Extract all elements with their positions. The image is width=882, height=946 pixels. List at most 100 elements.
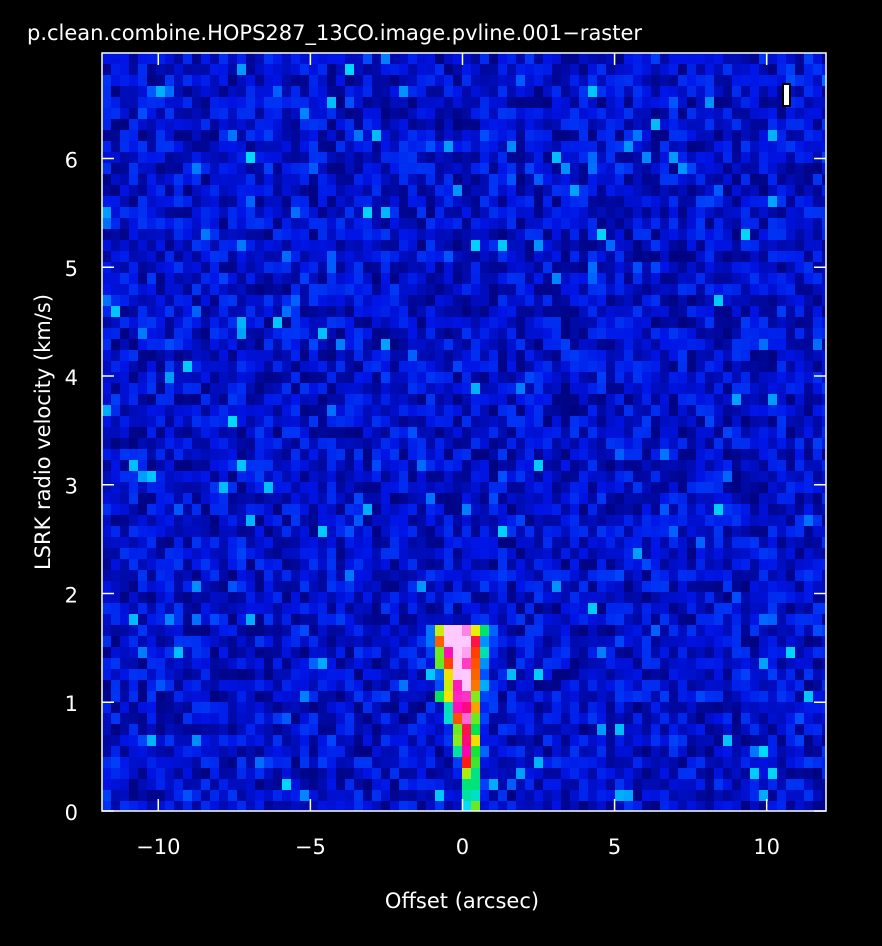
raster-cell [813, 196, 822, 207]
raster-cell [597, 97, 606, 108]
raster-cell [264, 207, 273, 218]
raster-cell [804, 394, 813, 405]
raster-cell [660, 240, 669, 251]
raster-cell [417, 614, 426, 625]
raster-cell [417, 75, 426, 86]
raster-cell [336, 240, 345, 251]
raster-cell [660, 647, 669, 658]
raster-cell [300, 702, 309, 713]
raster-cell [336, 680, 345, 691]
raster-cell [588, 273, 597, 284]
raster-cell [651, 702, 660, 713]
raster-cell [372, 515, 381, 526]
raster-cell [678, 317, 687, 328]
raster-cell [390, 163, 399, 174]
raster-cell [255, 86, 264, 97]
raster-cell [273, 537, 282, 548]
raster-cell [192, 86, 201, 97]
raster-cell [525, 317, 534, 328]
raster-cell [705, 394, 714, 405]
raster-cell [795, 229, 804, 240]
raster-cell [606, 691, 615, 702]
raster-cell [417, 515, 426, 526]
raster-cell [678, 97, 687, 108]
raster-cell [390, 97, 399, 108]
raster-cell [237, 240, 246, 251]
raster-cell [417, 361, 426, 372]
raster-cell [705, 152, 714, 163]
raster-cell [660, 262, 669, 273]
raster-cell [183, 218, 192, 229]
raster-cell [750, 636, 759, 647]
raster-cell [120, 647, 129, 658]
raster-cell [435, 603, 444, 614]
raster-cell [588, 702, 597, 713]
raster-cell [408, 537, 417, 548]
raster-cell [354, 405, 363, 416]
raster-cell [471, 724, 480, 735]
raster-cell [408, 581, 417, 592]
raster-cell [534, 372, 543, 383]
raster-cell [624, 295, 633, 306]
raster-cell [696, 53, 705, 64]
raster-cell [687, 262, 696, 273]
raster-cell [444, 97, 453, 108]
raster-cell [264, 317, 273, 328]
raster-cell [543, 592, 552, 603]
raster-cell [129, 625, 138, 636]
raster-cell [795, 625, 804, 636]
raster-cell [156, 658, 165, 669]
raster-cell [255, 427, 264, 438]
raster-cell [723, 339, 732, 350]
raster-cell [444, 548, 453, 559]
raster-cell [741, 570, 750, 581]
raster-cell [588, 559, 597, 570]
raster-cell [462, 383, 471, 394]
raster-cell [660, 702, 669, 713]
raster-cell [210, 581, 219, 592]
raster-cell [660, 548, 669, 559]
raster-cell [714, 207, 723, 218]
raster-cell [336, 185, 345, 196]
raster-cell [444, 361, 453, 372]
raster-cell [138, 647, 147, 658]
raster-cell [354, 394, 363, 405]
raster-cell [381, 174, 390, 185]
raster-cell [642, 372, 651, 383]
raster-cell [291, 229, 300, 240]
raster-cell [462, 471, 471, 482]
raster-cell [561, 416, 570, 427]
raster-cell [561, 680, 570, 691]
raster-cell [435, 515, 444, 526]
raster-cell [219, 405, 228, 416]
raster-cell [138, 581, 147, 592]
raster-cell [525, 64, 534, 75]
raster-cell [453, 581, 462, 592]
raster-cell [804, 185, 813, 196]
raster-cell [705, 592, 714, 603]
raster-cell [507, 306, 516, 317]
raster-cell [795, 493, 804, 504]
raster-cell [264, 537, 273, 548]
raster-cell [705, 691, 714, 702]
raster-cell [372, 97, 381, 108]
raster-cell [381, 372, 390, 383]
raster-cell [732, 262, 741, 273]
raster-cell [597, 383, 606, 394]
raster-cell [687, 559, 696, 570]
raster-cell [786, 515, 795, 526]
raster-cell [129, 207, 138, 218]
raster-cell [444, 383, 453, 394]
raster-cell [372, 691, 381, 702]
raster-cell [399, 372, 408, 383]
raster-cell [426, 603, 435, 614]
raster-cell [786, 75, 795, 86]
raster-cell [138, 262, 147, 273]
raster-cell [417, 383, 426, 394]
raster-cell [129, 86, 138, 97]
raster-cell [300, 537, 309, 548]
raster-cell [642, 86, 651, 97]
raster-cell [165, 174, 174, 185]
raster-cell [795, 64, 804, 75]
raster-cell [291, 603, 300, 614]
